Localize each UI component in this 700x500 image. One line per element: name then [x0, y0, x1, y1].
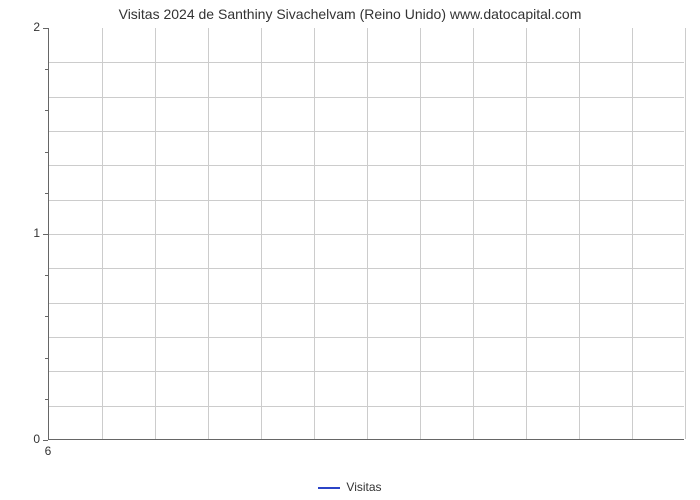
y-minor-tick [45, 152, 48, 153]
grid-line-horizontal [49, 62, 684, 63]
y-minor-tick [45, 193, 48, 194]
y-tick-label: 2 [20, 20, 40, 34]
chart-title: Visitas 2024 de Santhiny Sivachelvam (Re… [0, 6, 700, 22]
grid-line-horizontal [49, 200, 684, 201]
legend-swatch [318, 487, 340, 489]
y-minor-tick [45, 69, 48, 70]
y-tick-mark [43, 234, 48, 235]
y-tick-label: 1 [20, 226, 40, 240]
grid-line-horizontal [49, 97, 684, 98]
y-tick-mark [43, 28, 48, 29]
y-minor-tick [45, 316, 48, 317]
grid-line-horizontal [49, 337, 684, 338]
grid-line-horizontal [49, 268, 684, 269]
y-minor-tick [45, 110, 48, 111]
grid-line-horizontal [49, 234, 684, 235]
grid-line-horizontal [49, 303, 684, 304]
grid-line-horizontal [49, 131, 684, 132]
plot-area [48, 28, 684, 440]
grid-line-horizontal [49, 371, 684, 372]
grid-line-horizontal [49, 406, 684, 407]
y-tick-mark [43, 440, 48, 441]
y-tick-label: 0 [20, 432, 40, 446]
y-minor-tick [45, 399, 48, 400]
legend: Visitas [0, 480, 700, 494]
y-minor-tick [45, 358, 48, 359]
x-tick-label: 6 [38, 444, 58, 458]
grid-line-vertical [685, 28, 686, 439]
y-minor-tick [45, 275, 48, 276]
grid-line-horizontal [49, 165, 684, 166]
legend-label: Visitas [346, 480, 381, 494]
